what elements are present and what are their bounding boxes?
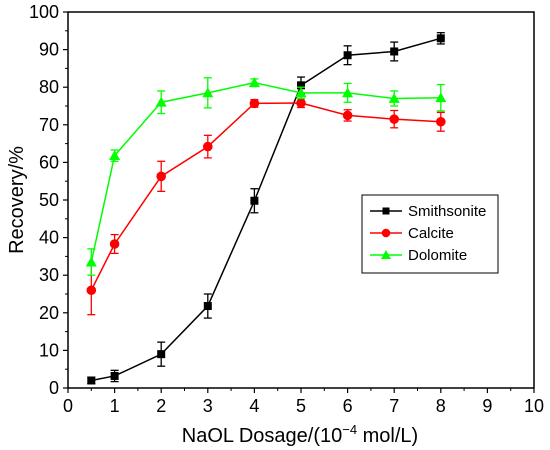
y-tick-label: 90: [39, 40, 59, 60]
data-point-dolomite: [342, 87, 354, 98]
legend-marker-calcite: [381, 228, 391, 238]
data-point-calcite: [436, 116, 446, 127]
data-point-dolomite: [388, 92, 400, 103]
x-tick-label: 4: [249, 396, 259, 416]
data-point-calcite: [389, 114, 400, 124]
data-point-smithsonite: [87, 376, 96, 385]
data-point-calcite: [86, 285, 97, 296]
y-tick-label: 40: [39, 228, 59, 248]
data-point-calcite: [203, 141, 213, 152]
legend-label-calcite: Calcite: [408, 225, 454, 242]
data-point-calcite: [109, 239, 120, 249]
data-point-dolomite: [202, 87, 214, 98]
x-tick-label: 3: [203, 396, 213, 416]
y-axis-title: Recovery/%: [6, 146, 28, 254]
x-tick-label: 8: [436, 396, 446, 416]
data-point-dolomite: [435, 92, 447, 103]
y-tick-label: 60: [39, 152, 59, 172]
data-point-smithsonite: [250, 196, 259, 205]
legend-marker-dolomite: [381, 250, 391, 259]
data-point-calcite: [156, 171, 166, 182]
legend-item-smithsonite: Smithsonite: [370, 203, 486, 220]
y-tick-label: 10: [39, 340, 59, 360]
data-point-smithsonite: [390, 47, 399, 56]
data-point-dolomite: [85, 256, 97, 267]
legend-item-dolomite: Dolomite: [370, 247, 467, 264]
y-tick-label: 50: [39, 190, 59, 210]
legend: Smithsonite Calcite Dolomite: [361, 194, 499, 274]
data-point-dolomite: [248, 77, 260, 88]
x-tick-label: 9: [482, 396, 492, 416]
series-dolomite: [85, 77, 447, 276]
data-point-dolomite: [109, 150, 121, 161]
data-point-smithsonite: [110, 371, 119, 380]
data-point-smithsonite: [436, 34, 445, 43]
series-calcite: [86, 97, 446, 316]
x-tick-label: 6: [343, 396, 353, 416]
x-tick-label: 2: [156, 396, 166, 416]
data-point-smithsonite: [297, 81, 305, 90]
y-tick-label: 100: [29, 2, 59, 22]
plot-area: [85, 32, 447, 385]
legend-label-smithsonite: Smithsonite: [408, 203, 486, 220]
x-tick-label: 5: [296, 396, 306, 416]
data-point-smithsonite: [203, 302, 212, 311]
y-tick-label: 30: [39, 265, 59, 285]
data-point-smithsonite: [343, 51, 352, 60]
x-axis-title: NaOL Dosage/(10−4 mol/L): [182, 422, 418, 447]
data-point-smithsonite: [157, 350, 166, 359]
data-point-dolomite: [155, 96, 167, 107]
y-tick-label: 80: [39, 77, 59, 97]
y-tick-label: 0: [49, 378, 59, 398]
y-tick-label: 70: [39, 115, 59, 135]
data-point-calcite: [249, 98, 260, 109]
x-tick-label: 7: [389, 396, 399, 416]
y-tick-label: 20: [39, 303, 59, 323]
legend-label-dolomite: Dolomite: [408, 247, 467, 264]
legend-item-calcite: Calcite: [370, 225, 454, 242]
legend-marker-smithsonite: [382, 207, 390, 215]
x-tick-label: 1: [110, 396, 120, 416]
data-point-calcite: [296, 98, 306, 108]
x-tick-label: 0: [63, 396, 73, 416]
data-point-dolomite: [295, 87, 307, 98]
series-smithsonite: [87, 32, 445, 385]
x-tick-label: 10: [524, 396, 544, 416]
data-point-calcite: [342, 110, 353, 121]
